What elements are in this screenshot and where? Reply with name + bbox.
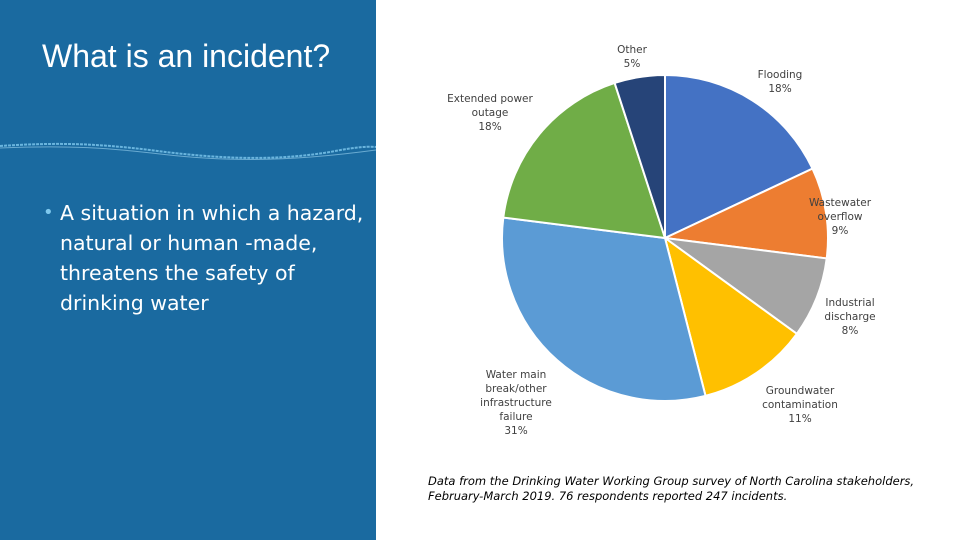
slice-label: Flooding 18% <box>758 69 803 95</box>
pie-chart: Flooding 18% Wastewater overflow 9% Industria… <box>447 44 875 437</box>
slice-label: Water main break/other infrastructure failu… <box>480 369 552 437</box>
slide-title: What is an incident? <box>42 38 331 74</box>
pie-slice <box>501 216 707 402</box>
pie-slice <box>664 73 814 240</box>
pie-slice <box>502 81 667 240</box>
source-note: Data from the Drinking Water Working Gro… <box>428 474 915 503</box>
bullet-point: • A situation in which a hazard, natural… <box>43 198 364 318</box>
bullet-icon: • <box>43 202 54 223</box>
pie-slice <box>613 73 666 239</box>
bullet-text: A situation in which a hazard, natural o… <box>60 201 364 315</box>
wave-divider <box>0 142 376 161</box>
slice-label: Extended power outage 18% <box>447 93 533 133</box>
slice-label: Wastewater overflow 9% <box>809 197 872 237</box>
pie-slice <box>663 235 799 398</box>
slice-label: Other 5% <box>617 44 647 70</box>
slice-label: Industrial discharge 8% <box>824 297 875 337</box>
slice-label: Groundwater contamination 11% <box>762 385 838 425</box>
left-panel: What is an incident? • A situation in wh… <box>0 0 376 540</box>
pie-slice <box>661 167 829 260</box>
